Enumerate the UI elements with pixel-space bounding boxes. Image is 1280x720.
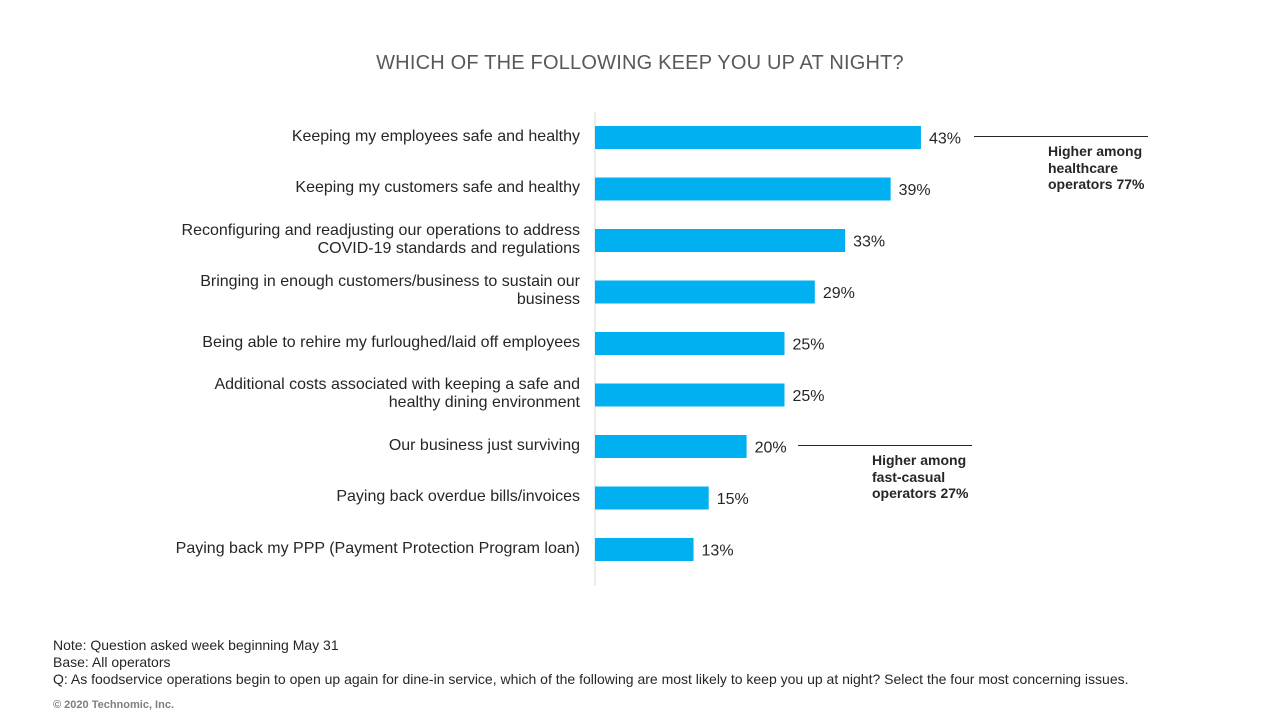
bar-2 — [595, 229, 846, 252]
value-label-7: 15% — [717, 491, 749, 508]
callout-fast-casual: Higher among fast-casual operators 27% — [872, 452, 969, 501]
value-label-6: 20% — [755, 440, 787, 457]
note-text: Note: Question asked week beginning May … — [53, 637, 339, 653]
bar-4 — [595, 332, 785, 355]
value-label-3: 29% — [823, 285, 855, 302]
category-label-4: Being able to rehire my furloughed/laid … — [202, 333, 580, 351]
question-text: Q: As foodservice operations begin to op… — [53, 671, 1129, 687]
bar-6 — [595, 435, 747, 458]
bar-3 — [595, 280, 815, 304]
category-label-5: Additional costs associated with keeping… — [214, 376, 580, 411]
bar-7 — [595, 486, 709, 510]
bar-5 — [595, 383, 785, 407]
category-label-3: Bringing in enough customers/business to… — [200, 273, 580, 308]
value-label-2: 33% — [853, 234, 885, 251]
category-label-2: Reconfiguring and readjusting our operat… — [181, 221, 580, 257]
copyright: © 2020 Technomic, Inc. — [53, 699, 174, 711]
category-label-6: Our business just surviving — [388, 436, 580, 454]
category-label-8: Paying back my PPP (Payment Protection P… — [175, 539, 580, 557]
category-label-7: Paying back overdue bills/invoices — [336, 488, 580, 505]
value-label-1: 39% — [899, 182, 931, 199]
category-label-0: Keeping my employees safe and healthy — [291, 127, 580, 145]
callout-healthcare: Higher among healthcare operators 77% — [1048, 143, 1145, 192]
value-label-0: 43% — [929, 131, 961, 148]
footnotes: Note: Question asked week beginning May … — [53, 637, 1129, 688]
value-label-5: 25% — [793, 388, 825, 405]
value-label-8: 13% — [702, 543, 734, 560]
value-label-4: 25% — [793, 337, 825, 354]
chart-title: WHICH OF THE FOLLOWING KEEP YOU UP AT NI… — [376, 52, 904, 74]
category-label-1: Keeping my customers safe and healthy — [295, 179, 580, 196]
bar-0 — [595, 126, 921, 149]
bar-8 — [595, 538, 694, 561]
bar-1 — [595, 177, 891, 201]
base-text: Base: All operators — [53, 654, 171, 670]
